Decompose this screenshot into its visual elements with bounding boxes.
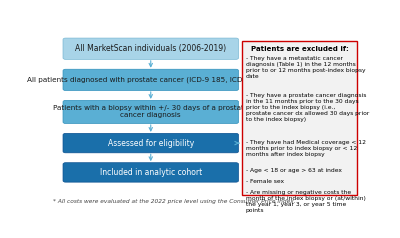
- Text: - Are missing or negative costs the
month of the index biopsy or (at/within)
the: - Are missing or negative costs the mont…: [246, 190, 366, 213]
- Text: - Female sex: - Female sex: [246, 179, 284, 184]
- Text: - They have had Medical coverage < 12
months prior to index biopsy or < 12
month: - They have had Medical coverage < 12 mo…: [246, 140, 366, 157]
- FancyBboxPatch shape: [63, 38, 238, 59]
- Text: - They have a metastatic cancer
diagnosis (Table 1) in the 12 months
prior to or: - They have a metastatic cancer diagnosi…: [246, 56, 366, 79]
- Text: Assessed for eligibility: Assessed for eligibility: [108, 139, 194, 148]
- FancyBboxPatch shape: [63, 163, 238, 182]
- Text: All patients diagnosed with prostate cancer (ICD-9 185, ICD-10 C61): All patients diagnosed with prostate can…: [28, 77, 274, 83]
- FancyBboxPatch shape: [63, 69, 238, 90]
- Text: - Age < 18 or age > 63 at index: - Age < 18 or age > 63 at index: [246, 168, 342, 173]
- Text: Included in analytic cohort: Included in analytic cohort: [100, 168, 202, 177]
- FancyBboxPatch shape: [63, 133, 238, 153]
- Text: - They have a prostate cancer diagnosis
in the 11 months prior to the 30 days
pr: - They have a prostate cancer diagnosis …: [246, 94, 369, 122]
- FancyBboxPatch shape: [63, 100, 238, 124]
- Text: Patients are excluded if:: Patients are excluded if:: [251, 46, 348, 52]
- Text: * All costs were evaluated at the 2022 price level using the Consumer Price Inde: * All costs were evaluated at the 2022 p…: [53, 199, 296, 204]
- FancyBboxPatch shape: [242, 41, 357, 195]
- Text: Patients with a biopsy within +/- 30 days of a prostate
cancer diagnosis: Patients with a biopsy within +/- 30 day…: [53, 105, 248, 119]
- Text: All MarketScan individuals (2006-2019): All MarketScan individuals (2006-2019): [75, 44, 226, 53]
